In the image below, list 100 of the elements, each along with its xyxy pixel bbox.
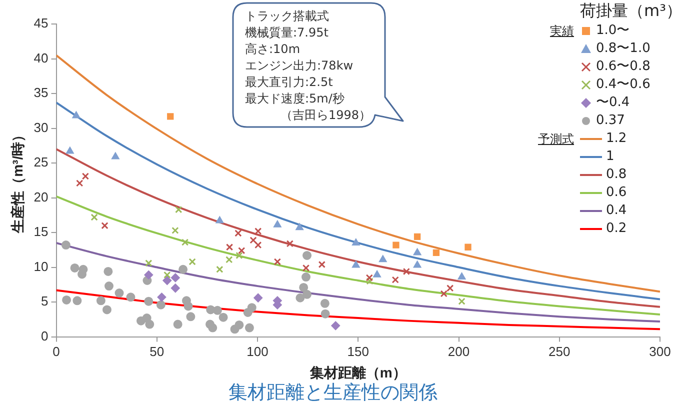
point — [188, 258, 196, 266]
legend-label: 1 — [606, 148, 614, 166]
y-axis-title: 生産性（m³/時） — [9, 128, 26, 234]
line-series — [56, 148, 660, 308]
y-tick-label: 25 — [34, 154, 48, 170]
point — [208, 323, 218, 332]
point — [157, 292, 166, 302]
point — [70, 263, 80, 272]
point — [72, 111, 80, 118]
point — [236, 252, 243, 260]
point — [413, 260, 422, 268]
point — [432, 249, 440, 256]
point — [111, 152, 120, 160]
x-tick-label: 100 — [246, 344, 268, 360]
annotation: 予測式 — [537, 131, 574, 148]
legend-title: 荷掛量（m³） — [580, 1, 682, 20]
point — [318, 260, 326, 268]
point — [352, 238, 360, 246]
y-tick-label: 35 — [34, 85, 48, 100]
text: トラック搭載式 — [245, 9, 329, 24]
point — [286, 240, 294, 248]
point — [102, 305, 112, 314]
point — [274, 258, 282, 266]
point — [458, 298, 466, 305]
point — [90, 214, 98, 221]
annotation: 高さ:10m — [245, 42, 300, 56]
y-tick-label: 45 — [34, 16, 48, 31]
point — [104, 266, 113, 276]
point — [62, 295, 72, 304]
x-tick-label: 50 — [150, 344, 164, 360]
point — [254, 241, 262, 249]
point — [114, 288, 124, 298]
point — [234, 230, 242, 237]
point — [296, 223, 304, 230]
point — [178, 264, 188, 274]
point — [145, 260, 152, 267]
legend-label: 0.4〜0.6 — [596, 76, 650, 94]
point — [238, 247, 246, 254]
legend-label: 1.0〜 — [596, 22, 630, 40]
point — [352, 260, 360, 268]
y-tick-label: 10 — [34, 258, 48, 274]
point — [366, 274, 373, 282]
x-tick-label: 150 — [347, 344, 369, 360]
line-series — [56, 54, 660, 293]
point — [144, 296, 154, 306]
point — [299, 282, 308, 292]
point — [402, 268, 410, 276]
point — [331, 321, 340, 330]
point — [392, 242, 400, 248]
point — [464, 244, 472, 250]
line-series — [56, 289, 660, 330]
x-tick-label: 250 — [548, 344, 570, 360]
y-tick-label: 0 — [41, 328, 48, 344]
point — [186, 312, 196, 322]
legend-label: 0.6 — [606, 184, 627, 202]
point — [320, 309, 330, 318]
line-series — [56, 242, 660, 323]
x-tick-label: 200 — [448, 344, 470, 360]
point — [247, 303, 256, 312]
legend-label: 0.37 — [596, 112, 625, 130]
point — [254, 293, 263, 302]
point — [173, 320, 182, 329]
y-tick-label: 5 — [41, 294, 48, 309]
legend-label: 1.2 — [606, 130, 627, 148]
point — [216, 266, 224, 273]
point — [156, 300, 166, 310]
point — [244, 323, 254, 332]
point — [296, 293, 305, 302]
x-tick-label: 0 — [52, 344, 60, 360]
legend-label: 0.8 — [606, 166, 627, 184]
legend-label: 0.8〜1.0 — [596, 40, 650, 58]
x-tick-label: 300 — [649, 344, 671, 360]
point — [126, 292, 136, 302]
point — [302, 264, 310, 272]
point — [373, 270, 382, 278]
point — [142, 314, 152, 323]
point — [164, 271, 171, 279]
point — [273, 220, 282, 228]
y-tick-label: 15 — [34, 224, 48, 240]
point — [302, 290, 312, 299]
point — [320, 298, 330, 308]
point — [96, 296, 106, 306]
point — [82, 172, 90, 180]
point — [167, 113, 174, 120]
point — [218, 312, 228, 322]
point — [216, 216, 224, 224]
line-series — [56, 195, 660, 316]
annotation: 実績 — [549, 23, 574, 40]
point — [61, 240, 70, 250]
point — [413, 248, 422, 256]
point — [162, 276, 172, 285]
point — [366, 278, 374, 285]
point — [254, 228, 262, 235]
point — [414, 233, 421, 240]
point — [302, 272, 311, 282]
annotation: 最大直引力:2.5t — [245, 75, 334, 90]
point — [101, 222, 108, 230]
legend-label: 0.2 — [606, 220, 627, 238]
point — [226, 256, 233, 264]
point — [104, 282, 114, 291]
